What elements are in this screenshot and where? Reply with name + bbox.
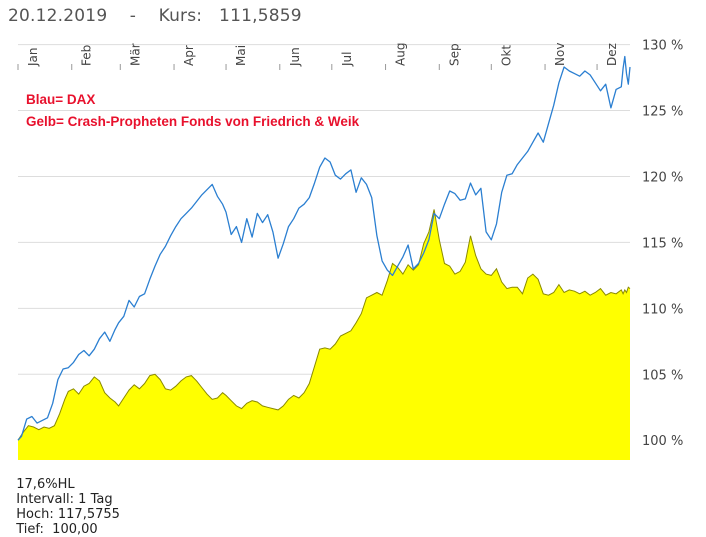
x-tick-label: Okt xyxy=(499,45,513,66)
x-tick-label: Jul xyxy=(340,52,354,67)
x-tick-label: Apr xyxy=(182,45,196,66)
y-tick-label: 115 % xyxy=(642,236,683,251)
y-tick-label: 105 % xyxy=(642,368,683,383)
chart-footer: 17,6%HL Intervall: 1 Tag Hoch: 117,5755 … xyxy=(8,462,138,537)
y-tick-label: 125 % xyxy=(642,105,683,120)
x-tick-label: Nov xyxy=(553,43,567,66)
x-tick-label: Mär xyxy=(128,43,142,66)
header-date: 20.12.2019 xyxy=(8,6,108,26)
x-tick-label: Feb xyxy=(80,45,94,66)
y-tick-label: 100 % xyxy=(642,434,683,449)
footer-low: Tief: 100,00 xyxy=(16,522,98,537)
dax-series xyxy=(17,55,631,441)
chart-header: 20.12.2019 - Kurs: 111,5859 xyxy=(8,6,302,26)
x-tick-label: Aug xyxy=(394,43,408,66)
x-tick-label: Mai xyxy=(234,45,248,66)
x-tick-label: Jan xyxy=(26,48,40,68)
y-tick-label: 130 % xyxy=(642,39,683,54)
y-axis: 100 % 105 % 110 % 115 % 120 % 125 % 130 % xyxy=(642,39,683,450)
header-price-label: Kurs: xyxy=(158,6,203,26)
footer-range: 17,6%HL xyxy=(16,477,75,492)
header-price-value: 111,5859 xyxy=(219,6,302,26)
fund-series xyxy=(17,209,631,460)
y-tick-label: 120 % xyxy=(642,170,683,185)
price-chart: 100 % 105 % 110 % 115 % 120 % 125 % 130 % Jan F… xyxy=(17,39,683,460)
footer-high: Hoch: 117,5755 xyxy=(16,507,120,522)
dax-line xyxy=(17,55,631,441)
header-separator: - xyxy=(129,6,137,26)
x-tick-label: Dez xyxy=(605,43,619,66)
fund-line xyxy=(17,209,631,441)
fund-area xyxy=(18,209,630,460)
footer-interval: Intervall: 1 Tag xyxy=(16,492,113,507)
x-tick-label: Jun xyxy=(288,47,302,67)
annotation-line-1: Blau= DAX xyxy=(26,92,95,107)
x-axis: Jan Feb Mär Apr Mai Jun Jul Aug Sep Okt Nov Dez xyxy=(17,43,619,70)
annotation-line-2: Gelb= Crash-Propheten Fonds von Friedric… xyxy=(26,114,360,129)
x-tick-label: Sep xyxy=(447,43,461,66)
y-tick-label: 110 % xyxy=(642,302,683,317)
